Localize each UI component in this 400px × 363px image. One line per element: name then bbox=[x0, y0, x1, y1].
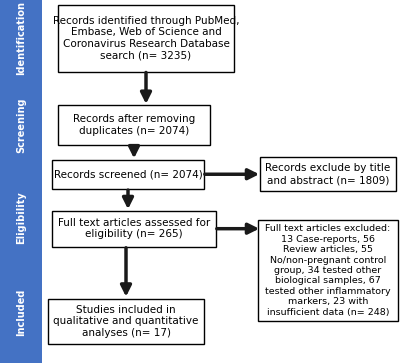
FancyBboxPatch shape bbox=[52, 211, 216, 247]
Text: Studies included in
qualitative and quantitative
analyses (n= 17): Studies included in qualitative and quan… bbox=[53, 305, 199, 338]
FancyBboxPatch shape bbox=[48, 298, 204, 344]
FancyBboxPatch shape bbox=[0, 73, 42, 178]
FancyBboxPatch shape bbox=[0, 258, 42, 363]
Text: Records exclude by title
and abstract (n= 1809): Records exclude by title and abstract (n… bbox=[265, 163, 391, 185]
FancyBboxPatch shape bbox=[258, 220, 398, 321]
Text: Eligibility: Eligibility bbox=[16, 191, 26, 244]
FancyBboxPatch shape bbox=[58, 105, 210, 145]
FancyBboxPatch shape bbox=[58, 4, 234, 72]
FancyBboxPatch shape bbox=[0, 171, 42, 265]
Text: Included: Included bbox=[16, 289, 26, 336]
FancyBboxPatch shape bbox=[52, 160, 204, 189]
Text: Screening: Screening bbox=[16, 98, 26, 153]
Text: Records screened (n= 2074): Records screened (n= 2074) bbox=[54, 169, 202, 179]
FancyBboxPatch shape bbox=[0, 0, 42, 80]
Text: Records after removing
duplicates (n= 2074): Records after removing duplicates (n= 20… bbox=[73, 114, 195, 136]
FancyBboxPatch shape bbox=[260, 157, 396, 192]
Text: Full text articles assessed for
eligibility (n= 265): Full text articles assessed for eligibil… bbox=[58, 218, 210, 240]
Text: Records identified through PubMed,
Embase, Web of Science and
Coronavirus Resear: Records identified through PubMed, Embas… bbox=[53, 16, 239, 61]
Text: Full text articles excluded:
13 Case-reports, 56
Review articles, 55
No/non-preg: Full text articles excluded: 13 Case-rep… bbox=[265, 224, 391, 317]
Text: Identification: Identification bbox=[16, 1, 26, 75]
